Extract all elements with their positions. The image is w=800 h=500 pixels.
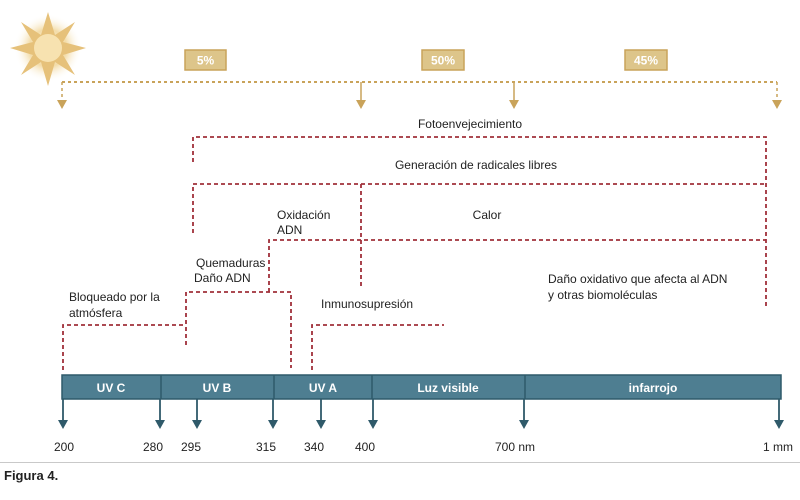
range-free-radicals bbox=[192, 183, 766, 233]
tick-label-700nm: 700 nm bbox=[495, 440, 535, 454]
label-free-radicals: Generación de radicales libres bbox=[395, 158, 557, 172]
range-dna-oxidation bbox=[268, 239, 766, 292]
label-blocked-1: Bloqueado por la bbox=[69, 290, 160, 304]
range-blocked bbox=[62, 324, 186, 370]
label-blocked-2: atmósfera bbox=[69, 306, 123, 320]
band-uvc: UV C bbox=[97, 381, 126, 395]
tick-label-1mm: 1 mm bbox=[763, 440, 793, 454]
energy-share-line bbox=[61, 81, 778, 104]
range-photoaging bbox=[192, 136, 767, 308]
label-heat: Calor bbox=[473, 208, 502, 222]
range-immunosuppression bbox=[311, 324, 444, 370]
band-uva: UV A bbox=[309, 381, 338, 395]
figure-caption: Figura 4. bbox=[4, 468, 59, 483]
spectrum-bar: UV C UV B UV A Luz visible infarrojo bbox=[61, 374, 782, 400]
label-immunosuppression: Inmunosupresión bbox=[321, 297, 413, 311]
tick-label-340: 340 bbox=[304, 440, 324, 454]
tick-label-400: 400 bbox=[355, 440, 375, 454]
energy-share-arrowheads bbox=[57, 100, 782, 109]
band-infrared: infarrojo bbox=[629, 381, 678, 395]
energy-box-visible: 50% bbox=[421, 49, 465, 71]
label-burns-1: Quemaduras bbox=[196, 256, 265, 270]
label-dna-oxidation-2: ADN bbox=[277, 223, 302, 237]
tick-label-280: 280 bbox=[143, 440, 163, 454]
label-burns-2: Daño ADN bbox=[194, 271, 251, 285]
label-oxidative-1: Daño oxidativo que afecta al ADN bbox=[548, 272, 727, 286]
energy-box-infrared: 45% bbox=[624, 49, 668, 71]
band-visible: Luz visible bbox=[417, 381, 479, 395]
wavelength-ticks bbox=[58, 399, 784, 429]
energy-label-uv: 5% bbox=[197, 54, 215, 68]
label-photoaging: Fotoenvejecimiento bbox=[418, 117, 522, 131]
label-oxidative-2: y otras biomoléculas bbox=[548, 288, 657, 302]
energy-box-uv: 5% bbox=[184, 49, 227, 71]
range-burns bbox=[185, 291, 292, 368]
label-dna-oxidation-1: Oxidación bbox=[277, 208, 330, 222]
sun-icon bbox=[10, 12, 86, 86]
tick-label-295: 295 bbox=[181, 440, 201, 454]
effect-ranges bbox=[62, 136, 767, 370]
band-uvb: UV B bbox=[203, 381, 232, 395]
energy-label-visible: 50% bbox=[431, 54, 455, 68]
energy-label-infrared: 45% bbox=[634, 54, 658, 68]
tick-label-200: 200 bbox=[54, 440, 74, 454]
tick-label-315: 315 bbox=[256, 440, 276, 454]
caption-divider bbox=[0, 462, 800, 463]
